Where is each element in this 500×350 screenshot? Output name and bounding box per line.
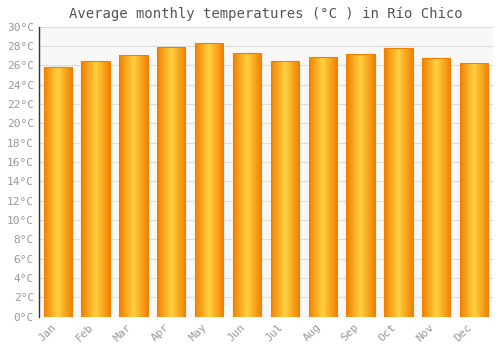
Bar: [119, 55, 148, 317]
Bar: [384, 48, 412, 317]
Bar: [270, 61, 299, 317]
Bar: [195, 43, 224, 317]
Bar: [422, 58, 450, 317]
Bar: [308, 57, 337, 317]
Bar: [460, 63, 488, 317]
Bar: [233, 53, 261, 317]
Bar: [346, 54, 375, 317]
Title: Average monthly temperatures (°C ) in Río Chico: Average monthly temperatures (°C ) in Rí…: [69, 7, 462, 21]
Bar: [44, 68, 72, 317]
Bar: [82, 61, 110, 317]
Bar: [157, 47, 186, 317]
